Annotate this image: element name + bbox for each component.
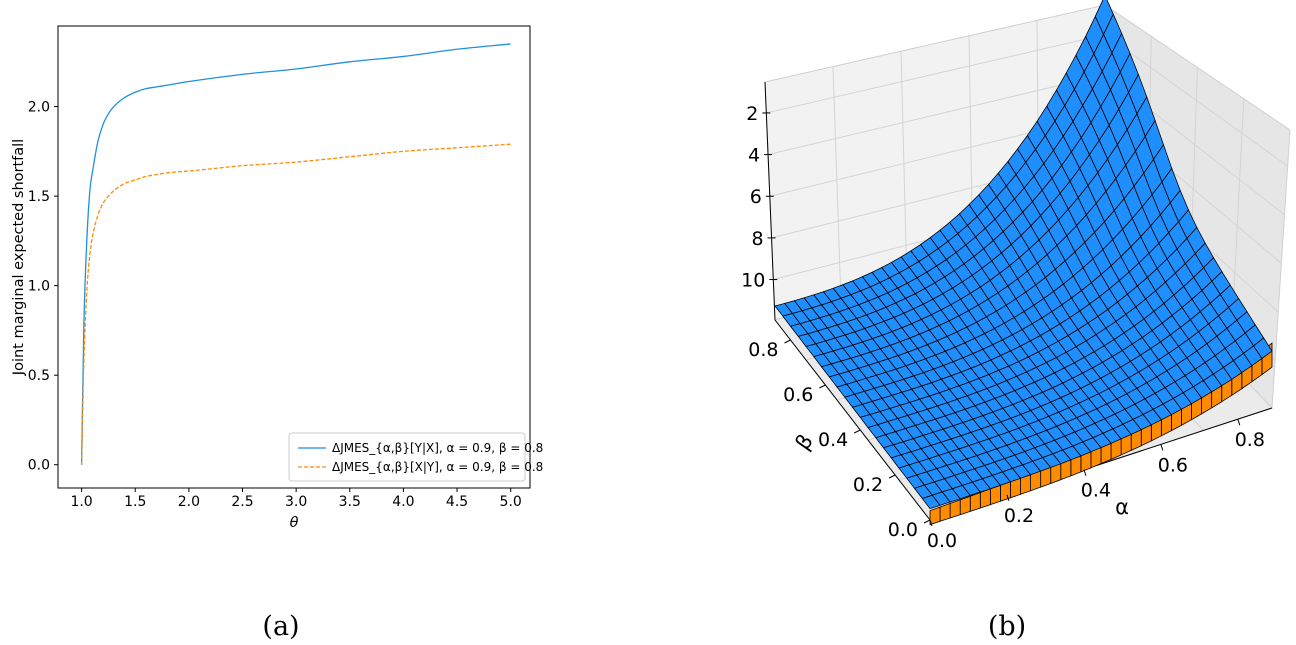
y-tick-label: 1.5 <box>28 189 50 205</box>
y-tick-label: 1.0 <box>28 279 50 295</box>
x-tick-label: 2.5 <box>231 494 253 510</box>
z-tick-label: 10 <box>741 270 765 292</box>
alpha-axis-label: α <box>1115 495 1129 519</box>
beta-tick-label: 0.6 <box>783 384 813 406</box>
alpha-tick-label: 0.8 <box>1235 429 1265 451</box>
y-axis-ticks: 0.0 0.5 1.0 1.5 2.0 <box>28 100 58 474</box>
plot-area-frame <box>57 25 531 489</box>
beta-tick-mark <box>819 384 826 389</box>
alpha-tick-mark <box>1237 419 1241 426</box>
legend-label-series-2: ΔJMES_{α,β}[X|Y], α = 0.9, β = 0.8 <box>332 460 543 474</box>
pane-gridline <box>832 66 842 303</box>
x-tick-label: 1.0 <box>70 494 92 510</box>
x-tick-label: 2.0 <box>178 494 200 510</box>
surface <box>774 0 1273 526</box>
x-tick-label: 3.5 <box>339 494 361 510</box>
surface-patch-lower <box>929 506 941 526</box>
surface-plot-panel: 2 4 6 8 10 0.0 0.2 0.4 0.6 0.8 0.0 0.2 0.4 0.6 0.8 β… <box>741 0 1291 642</box>
beta-tick-mark <box>784 339 791 344</box>
beta-tick-label: 0.8 <box>748 339 778 361</box>
beta-axis-ticks: 0.0 0.2 0.4 0.6 0.8 <box>748 339 931 541</box>
y-axis-label: Joint marginal expected shortfall <box>11 139 27 376</box>
y-tick-label: 0.0 <box>28 458 50 474</box>
pane-gridline <box>766 34 1106 114</box>
surface-patch-lower <box>969 491 981 512</box>
y-tick-label: 0.5 <box>28 368 50 384</box>
alpha-tick-mark <box>929 519 933 527</box>
alpha-tick-label: 0.2 <box>1004 505 1034 527</box>
beta-tick-mark <box>854 429 861 434</box>
series-line-1 <box>80 43 511 465</box>
z-tick-label: 6 <box>750 186 762 208</box>
surface-patch-lower <box>949 499 961 519</box>
surface-patch-lower <box>939 502 951 522</box>
beta-tick-mark <box>923 519 931 524</box>
beta-axis-label: β <box>791 430 818 455</box>
series-line-2 <box>80 143 511 465</box>
z-axis-line <box>764 81 776 321</box>
z-axis-ticks: 2 4 6 8 10 <box>741 103 778 292</box>
legend: ΔJMES_{α,β}[Y|X], α = 0.9, β = 0.8 ΔJMES… <box>288 432 543 482</box>
surface-patch-upper <box>1253 337 1273 360</box>
beta-tick-mark <box>888 474 896 479</box>
legend-label-series-1: ΔJMES_{α,β}[Y|X], α = 0.9, β = 0.8 <box>332 441 543 455</box>
alpha-axis-ticks: 0.0 0.2 0.4 0.6 0.8 <box>927 419 1265 552</box>
surface-patch-lower <box>959 495 971 516</box>
alpha-tick-mark <box>1006 494 1010 501</box>
pane-gridline <box>900 51 908 286</box>
z-tick-label: 8 <box>751 228 763 250</box>
x-tick-label: 4.0 <box>392 494 414 510</box>
caption-b: (b) <box>988 611 1026 642</box>
z-tick-label: 4 <box>748 145 760 167</box>
pane-gridline <box>767 74 1106 156</box>
beta-tick-label: 0.4 <box>818 429 848 451</box>
x-tick-label: 3.0 <box>285 494 307 510</box>
legend-box <box>288 432 526 482</box>
beta-tick-label: 0.2 <box>853 474 883 496</box>
x-tick-label: 5.0 <box>500 494 522 510</box>
x-tick-label: 1.5 <box>124 494 146 510</box>
x-axis-ticks: 1.0 1.5 2.0 2.5 3.0 3.5 4.0 4.5 5.0 <box>70 488 522 510</box>
x-tick-label: 4.5 <box>446 494 468 510</box>
beta-axis-line <box>774 319 931 521</box>
caption-a: (a) <box>262 611 299 642</box>
line-chart-panel: 1.0 1.5 2.0 2.5 3.0 3.5 4.0 4.5 5.0 0.0 0.5 1.0 1.5… <box>11 25 543 642</box>
series-lines <box>80 43 511 465</box>
x-axis-label: θ <box>290 515 299 531</box>
beta-tick-label: 0.0 <box>888 519 918 541</box>
z-tick-label: 2 <box>746 103 758 125</box>
y-tick-label: 2.0 <box>28 100 50 116</box>
alpha-tick-mark <box>1160 444 1164 451</box>
alpha-tick-label: 0.0 <box>927 530 957 552</box>
alpha-tick-mark <box>1083 469 1087 476</box>
alpha-tick-label: 0.4 <box>1081 480 1111 502</box>
alpha-tick-label: 0.6 <box>1158 454 1188 476</box>
